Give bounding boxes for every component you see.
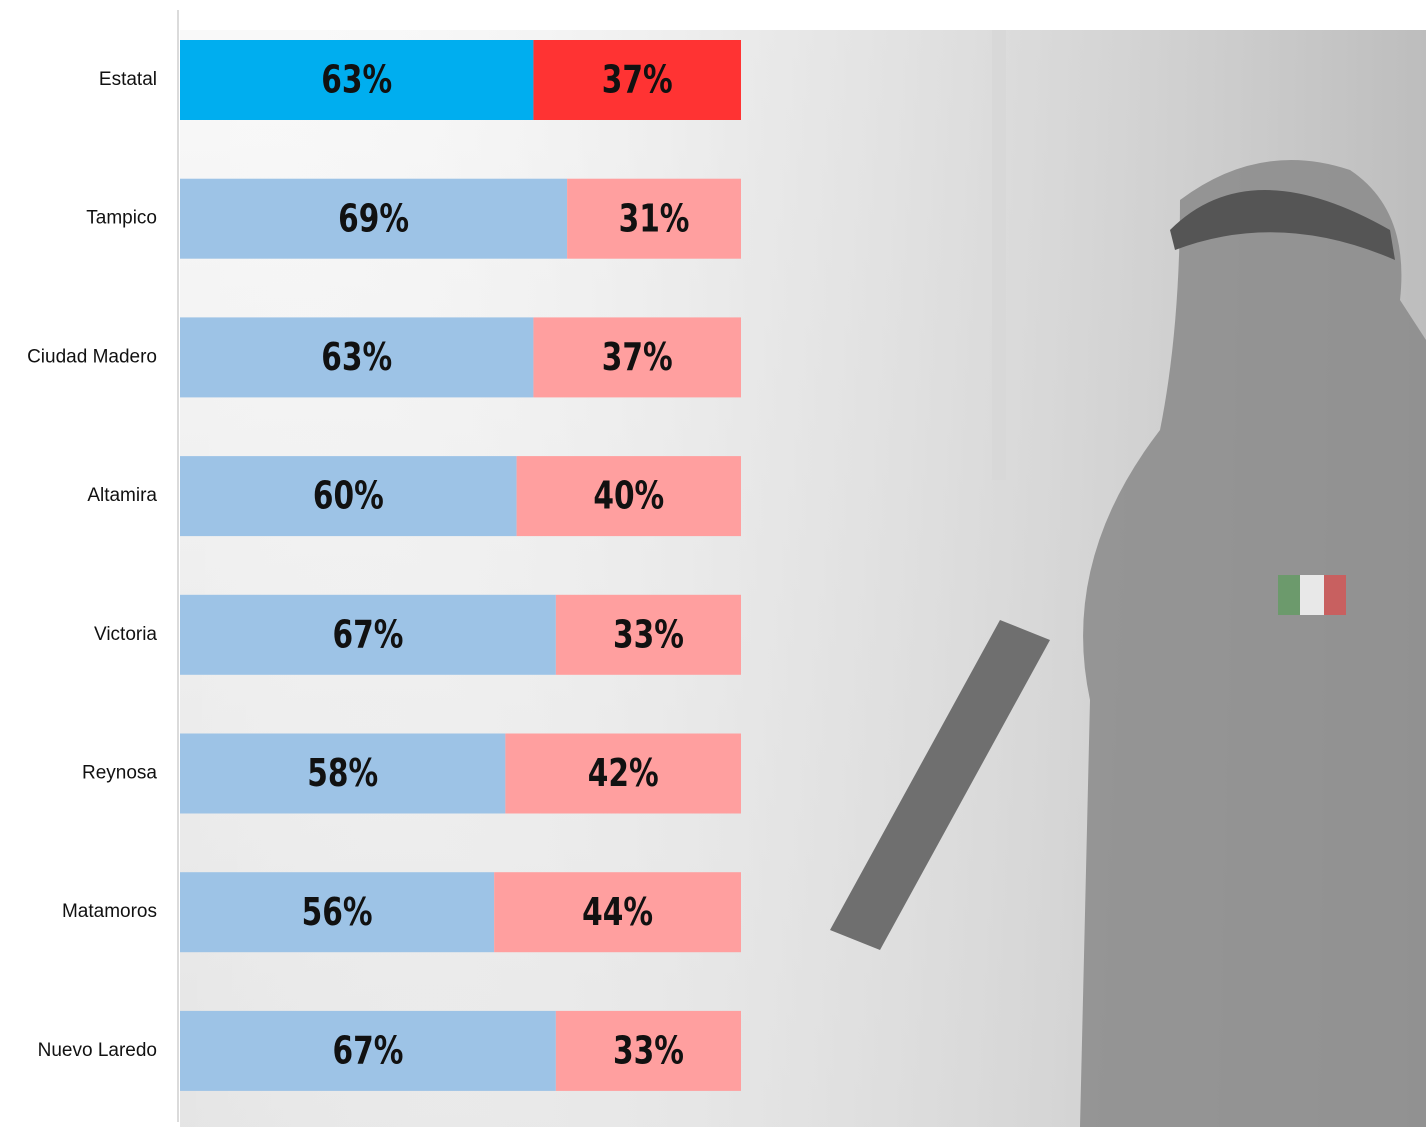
value-label: 31% <box>619 197 690 242</box>
value-label: 33% <box>613 1029 684 1074</box>
value-label: 67% <box>332 1029 403 1074</box>
value-label: 37% <box>602 335 673 380</box>
category-label: Tampico <box>86 208 157 229</box>
category-label: Altamira <box>87 485 157 506</box>
value-label: 33% <box>613 613 684 658</box>
value-label: 37% <box>602 58 673 103</box>
chart: Estatal 63% 37% Tampico 69% 31% Ciudad Madero 6… <box>0 0 1426 1127</box>
category-label: Ciudad Madero <box>27 346 157 367</box>
category-label: Matamoros <box>62 901 157 922</box>
value-label: 63% <box>321 58 392 103</box>
category-label: Nuevo Laredo <box>38 1040 157 1061</box>
value-label: 58% <box>307 752 378 797</box>
value-label: 67% <box>332 613 403 658</box>
value-label: 60% <box>313 474 384 519</box>
category-label: Victoria <box>94 624 157 645</box>
category-label: Estatal <box>99 69 157 90</box>
value-label: 56% <box>302 890 373 935</box>
value-label: 69% <box>338 197 409 242</box>
value-label: 63% <box>321 335 392 380</box>
category-label: Reynosa <box>82 763 157 784</box>
value-label: 40% <box>593 474 664 519</box>
value-label: 44% <box>582 890 653 935</box>
value-label: 42% <box>588 752 659 797</box>
